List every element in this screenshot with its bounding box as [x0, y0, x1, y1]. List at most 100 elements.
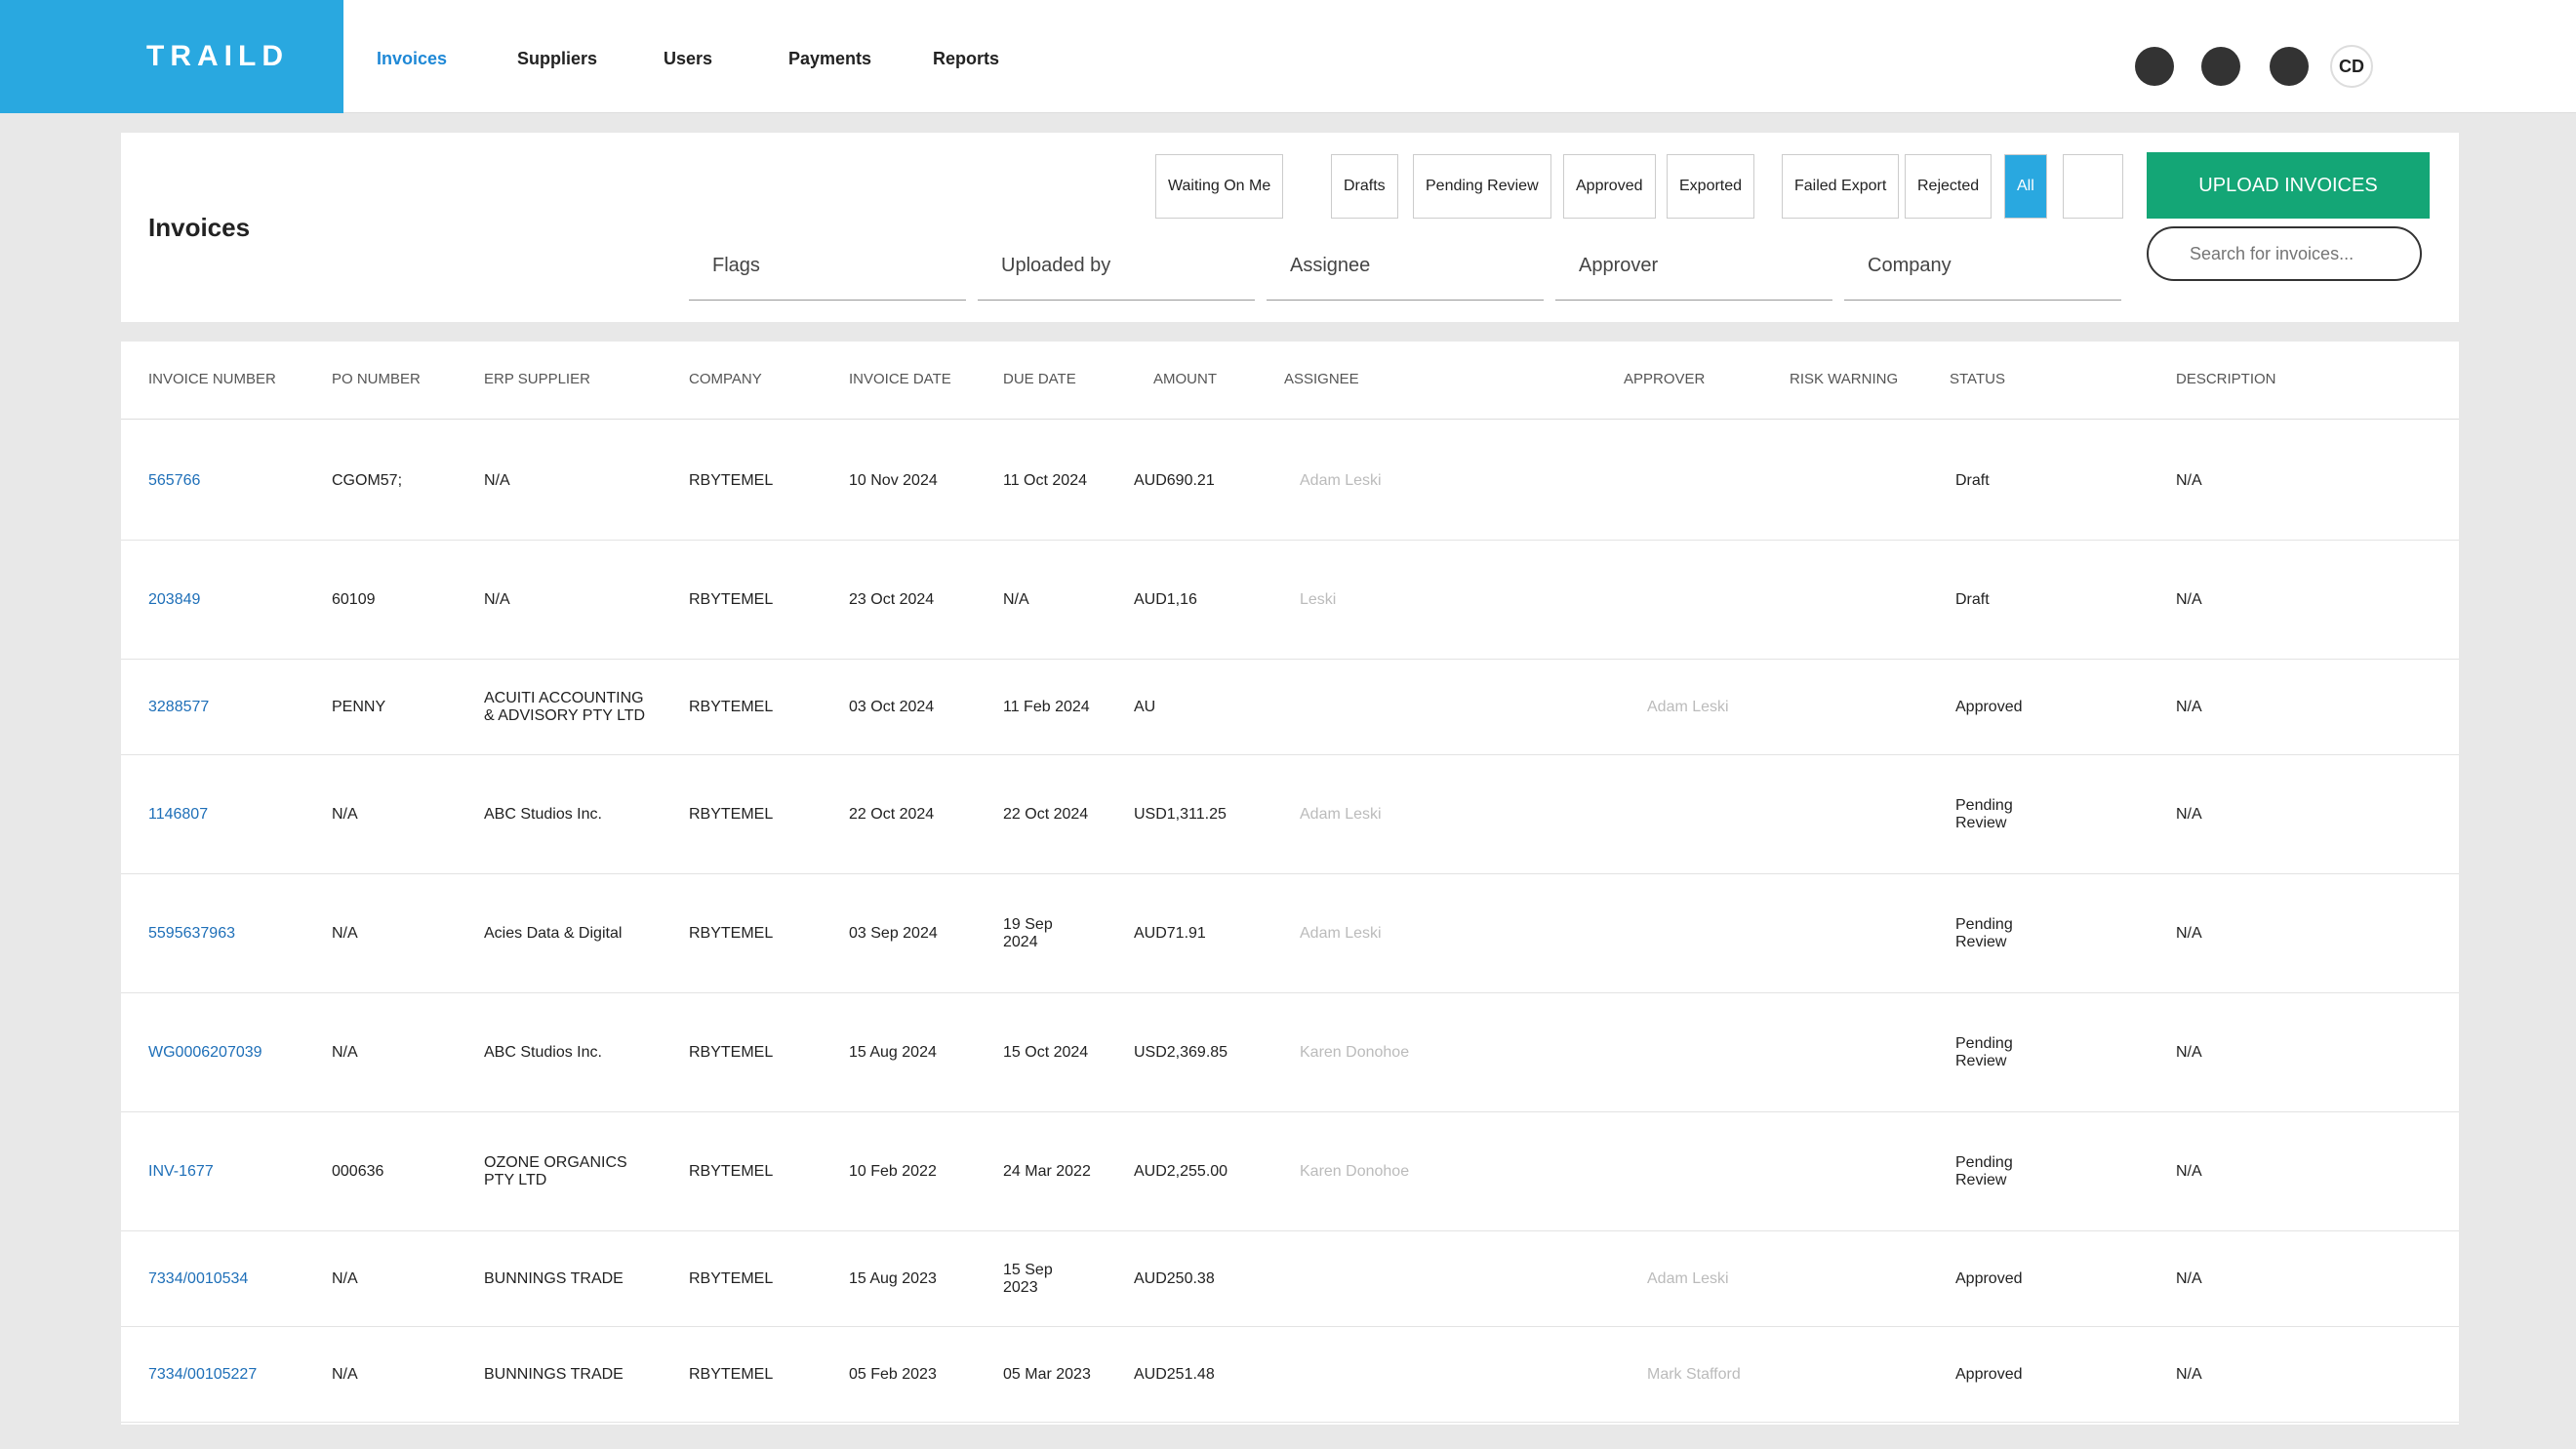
assignee-select[interactable]: Karen Donohoe	[1300, 1043, 1410, 1061]
approver: Adam Leski	[1647, 698, 1729, 715]
status: Pending Review	[1955, 796, 2013, 831]
invoice-number-link[interactable]: 7334/00105227	[148, 1365, 258, 1383]
erp-supplier: ABC Studios Inc.	[484, 805, 602, 823]
upload-invoices-button[interactable]: UPLOAD INVOICES	[2147, 152, 2430, 219]
amount: AUD1,16	[1134, 590, 1197, 608]
po-number: PENNY	[332, 698, 386, 715]
invoice-number-link[interactable]: INV-1677	[148, 1162, 214, 1180]
nav-invoices[interactable]: Invoices	[377, 49, 448, 68]
trash-icon[interactable]	[2063, 154, 2123, 219]
amount: USD2,369.85	[1134, 1043, 1228, 1061]
col-amount[interactable]: AMOUNT	[1153, 371, 1217, 387]
erp-supplier: N/A	[484, 471, 510, 489]
nav-users[interactable]: Users	[664, 49, 713, 68]
user-avatar[interactable]: CD	[2330, 45, 2373, 88]
table-row[interactable]: 5595637963 N/A Acies Data & Digital RBYT…	[121, 874, 2459, 993]
bell-icon[interactable]	[2135, 47, 2174, 86]
company: RBYTEMEL	[689, 590, 774, 608]
company: RBYTEMEL	[689, 924, 774, 942]
invoices-toolbar: Invoices Waiting On Me Drafts Pending Re…	[121, 133, 2459, 322]
more-actions-icon[interactable]	[2385, 1274, 2412, 1284]
col-status[interactable]: STATUS	[1950, 371, 2005, 387]
description: N/A	[2176, 924, 2202, 942]
nav-reports[interactable]: Reports	[933, 49, 1000, 68]
po-number: N/A	[332, 1043, 358, 1061]
status: Pending Review	[1955, 1153, 2013, 1188]
invoice-number-link[interactable]: WG0006207039	[148, 1043, 262, 1061]
table-row[interactable]: 7334/0010534 N/A BUNNINGS TRADE RBYTEMEL…	[121, 1231, 2459, 1327]
invoice-date: 10 Feb 2022	[849, 1162, 937, 1180]
col-po-number[interactable]: PO NUMBER	[332, 371, 421, 387]
more-actions-icon[interactable]	[2385, 929, 2412, 939]
nav-suppliers[interactable]: Suppliers	[517, 49, 598, 68]
filter-exported[interactable]: Exported	[1667, 154, 1755, 219]
assignee-select[interactable]: Leski	[1300, 590, 1337, 608]
assignee-select[interactable]: Adam Leski	[1300, 924, 1382, 942]
table-header: INVOICE NUMBER PO NUMBER ERP SUPPLIER CO…	[121, 342, 2459, 420]
invoice-date: 05 Feb 2023	[849, 1365, 937, 1383]
assignee-filter[interactable]: Assignee	[1267, 230, 1544, 301]
more-actions-icon[interactable]	[2385, 703, 2412, 712]
company: RBYTEMEL	[689, 1162, 774, 1180]
filter-waiting-on-me[interactable]: Waiting On Me	[1155, 154, 1284, 219]
help-icon[interactable]	[2201, 47, 2240, 86]
description: N/A	[2176, 590, 2202, 608]
gear-icon[interactable]	[2270, 47, 2309, 86]
col-description[interactable]: DESCRIPTION	[2176, 371, 2276, 387]
filter-drafts[interactable]: Drafts	[1331, 154, 1398, 219]
table-row[interactable]: 565766 CGOM57; N/A RBYTEMEL 10 Nov 2024 …	[121, 422, 2459, 541]
invoice-number-link[interactable]: 5595637963	[148, 924, 235, 942]
col-approver[interactable]: APPROVER	[1624, 371, 1706, 387]
invoice-number-link[interactable]: 7334/0010534	[148, 1269, 249, 1287]
amount: AUD250.38	[1134, 1269, 1215, 1287]
filter-all[interactable]: All	[2004, 154, 2047, 219]
col-invoice-date[interactable]: INVOICE DATE	[849, 371, 951, 387]
more-actions-icon[interactable]	[2385, 1048, 2412, 1058]
col-company[interactable]: COMPANY	[689, 371, 762, 387]
flags-filter[interactable]: Flags	[689, 230, 966, 301]
more-actions-icon[interactable]	[2385, 595, 2412, 605]
company-filter[interactable]: Company	[1844, 230, 2121, 301]
col-erp-supplier[interactable]: ERP SUPPLIER	[484, 371, 590, 387]
nav-payments[interactable]: Payments	[788, 49, 872, 68]
table-row[interactable]: INV-1677 000636 OZONE ORGANICS PTY LTD R…	[121, 1112, 2459, 1231]
due-date: 15 Oct 2024	[1003, 1043, 1089, 1061]
col-due-date[interactable]: DUE DATE	[1003, 371, 1076, 387]
invoice-date: 15 Aug 2023	[849, 1269, 937, 1287]
description: N/A	[2176, 1043, 2202, 1061]
filter-approved[interactable]: Approved	[1563, 154, 1656, 219]
col-risk-warning[interactable]: RISK WARNING	[1790, 371, 1899, 387]
table-row[interactable]: 3288577 PENNY ACUITI ACCOUNTING & ADVISO…	[121, 660, 2459, 755]
filter-rejected[interactable]: Rejected	[1905, 154, 1992, 219]
invoice-number-link[interactable]: 565766	[148, 471, 201, 489]
table-row[interactable]: 7334/00105227 N/A BUNNINGS TRADE RBYTEME…	[121, 1327, 2459, 1423]
search-input[interactable]	[2147, 226, 2422, 281]
assignee-select[interactable]: Adam Leski	[1300, 471, 1382, 489]
invoice-number-link[interactable]: 203849	[148, 590, 201, 608]
table-row[interactable]: 1146807 N/A ABC Studios Inc. RBYTEMEL 22…	[121, 755, 2459, 874]
more-actions-icon[interactable]	[2385, 810, 2412, 820]
brand-logo[interactable]: TRAILD	[0, 0, 343, 113]
col-invoice-number[interactable]: INVOICE NUMBER	[148, 371, 276, 387]
status: Approved	[1955, 698, 2023, 715]
assignee-select[interactable]: Karen Donohoe	[1300, 1162, 1410, 1180]
assignee-select[interactable]: Adam Leski	[1300, 805, 1382, 823]
filter-failed-export[interactable]: Failed Export	[1782, 154, 1900, 219]
description: N/A	[2176, 1365, 2202, 1383]
erp-supplier: ABC Studios Inc.	[484, 1043, 602, 1061]
more-actions-icon[interactable]	[2385, 1370, 2412, 1380]
uploaded-by-filter[interactable]: Uploaded by	[978, 230, 1255, 301]
invoice-number-link[interactable]: 1146807	[148, 805, 209, 823]
more-actions-icon[interactable]	[2385, 1167, 2412, 1177]
table-row[interactable]: WG0006207039 N/A ABC Studios Inc. RBYTEM…	[121, 993, 2459, 1112]
approver: Adam Leski	[1647, 1269, 1729, 1287]
company: RBYTEMEL	[689, 698, 774, 715]
table-row[interactable]: 203849 60109 N/A RBYTEMEL 23 Oct 2024 N/…	[121, 541, 2459, 660]
erp-supplier: BUNNINGS TRADE	[484, 1269, 624, 1287]
approver-filter[interactable]: Approver	[1555, 230, 1832, 301]
filter-pending-review[interactable]: Pending Review	[1413, 154, 1551, 219]
more-actions-icon[interactable]	[2385, 476, 2412, 486]
col-assignee[interactable]: ASSIGNEE	[1284, 371, 1359, 387]
invoice-number-link[interactable]: 3288577	[148, 698, 210, 715]
invoice-date: 22 Oct 2024	[849, 805, 935, 823]
